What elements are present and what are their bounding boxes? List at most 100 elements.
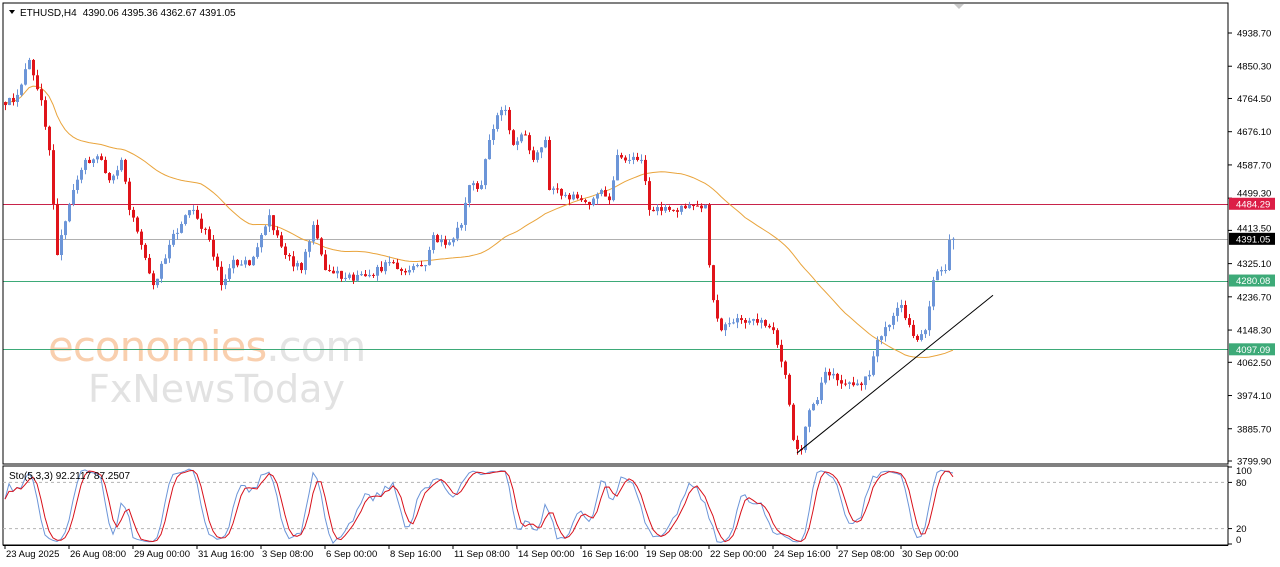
- candle-body: [356, 274, 359, 281]
- candle-body: [576, 194, 579, 199]
- candle: [452, 237, 455, 247]
- candle: [496, 112, 499, 132]
- candle: [480, 180, 483, 190]
- candle-body: [96, 156, 99, 160]
- candle: [648, 177, 651, 216]
- candle: [728, 317, 731, 327]
- candle-body: [656, 207, 659, 212]
- price-tick-label: 4938.70: [1237, 29, 1271, 40]
- candle-body: [4, 102, 7, 106]
- candle: [324, 250, 327, 271]
- candle: [20, 83, 23, 97]
- candle: [108, 172, 111, 183]
- candle: [144, 243, 147, 261]
- candle: [432, 232, 435, 254]
- candle: [748, 317, 751, 325]
- candle-body: [872, 356, 875, 375]
- candle: [392, 259, 395, 264]
- candle-body: [180, 223, 183, 233]
- time-axis[interactable]: 23 Aug 2025 26 Aug 08:00 29 Aug 00:00 31 Au…: [3, 545, 1228, 560]
- candle-body: [788, 374, 791, 405]
- candle-body: [256, 247, 259, 257]
- candle: [476, 181, 479, 192]
- candle-body: [372, 274, 375, 276]
- candle: [832, 368, 835, 379]
- candle: [816, 397, 819, 406]
- candle-body: [220, 266, 223, 286]
- candle: [168, 240, 171, 263]
- price-axis[interactable]: 4938.70 4850.30 4764.50 4676.10 4587.70 4499.…: [1228, 29, 1271, 468]
- candle-body: [552, 188, 555, 190]
- candle: [732, 318, 735, 325]
- candle-body: [916, 335, 919, 340]
- candle-body: [416, 264, 419, 267]
- candle: [104, 156, 107, 174]
- candle-body: [772, 327, 775, 331]
- candle: [364, 270, 367, 277]
- candle-body: [392, 262, 395, 264]
- candle: [428, 246, 431, 266]
- time-tick-label: 31 Aug 16:00: [198, 549, 254, 560]
- candle: [328, 264, 331, 272]
- candle-body: [888, 324, 891, 328]
- candle-body: [12, 97, 15, 102]
- candle: [932, 276, 935, 311]
- candle: [96, 154, 99, 164]
- price-tick-label: 4499.30: [1237, 188, 1271, 199]
- candle: [872, 351, 875, 377]
- candle-body: [116, 170, 119, 176]
- candle-body: [72, 189, 75, 205]
- candle-body: [404, 270, 407, 273]
- candle-body: [612, 180, 615, 201]
- candle: [840, 374, 843, 389]
- candle-body: [196, 209, 199, 219]
- candle-body: [268, 215, 271, 227]
- candle: [588, 201, 591, 210]
- candle: [768, 323, 771, 329]
- candle: [764, 319, 767, 328]
- candle-body: [708, 205, 711, 266]
- candle: [264, 224, 267, 236]
- candle-body: [724, 324, 727, 331]
- candle-body: [436, 235, 439, 243]
- candle-body: [280, 235, 283, 247]
- candle: [668, 205, 671, 212]
- candle-body: [828, 371, 831, 376]
- candle-body: [424, 265, 427, 267]
- support-price-tag: [1229, 343, 1275, 356]
- candle: [520, 132, 523, 144]
- candle: [60, 229, 63, 261]
- candle-body: [932, 280, 935, 307]
- candle-body: [660, 207, 663, 211]
- candle-body: [604, 189, 607, 197]
- candle-body: [396, 262, 399, 270]
- candle: [888, 324, 891, 332]
- candle: [72, 183, 75, 207]
- candle-body: [68, 204, 71, 222]
- candle-body: [840, 380, 843, 384]
- candle: [584, 198, 587, 204]
- candle: [224, 274, 227, 290]
- chart-shift-marker-icon[interactable]: [954, 4, 964, 9]
- candle: [908, 314, 911, 328]
- support-price-tag: [1229, 274, 1275, 287]
- candle: [580, 195, 583, 202]
- candle-body: [720, 318, 723, 331]
- watermark-economies-line: economies.com: [48, 322, 365, 371]
- candle: [228, 263, 231, 282]
- candle: [596, 192, 599, 205]
- dropdown-triangle-icon[interactable]: [9, 10, 15, 14]
- candle-body: [60, 235, 63, 256]
- candle: [212, 235, 215, 261]
- time-tick-label: 19 Sep 08:00: [646, 549, 703, 560]
- candle-body: [252, 256, 255, 266]
- candle-body: [596, 194, 599, 199]
- candle-body: [940, 270, 943, 272]
- candle-body: [616, 155, 619, 181]
- candle-body: [816, 400, 819, 404]
- candle: [508, 107, 511, 135]
- candle: [688, 201, 691, 209]
- candle-body: [740, 318, 743, 321]
- candle: [200, 213, 203, 233]
